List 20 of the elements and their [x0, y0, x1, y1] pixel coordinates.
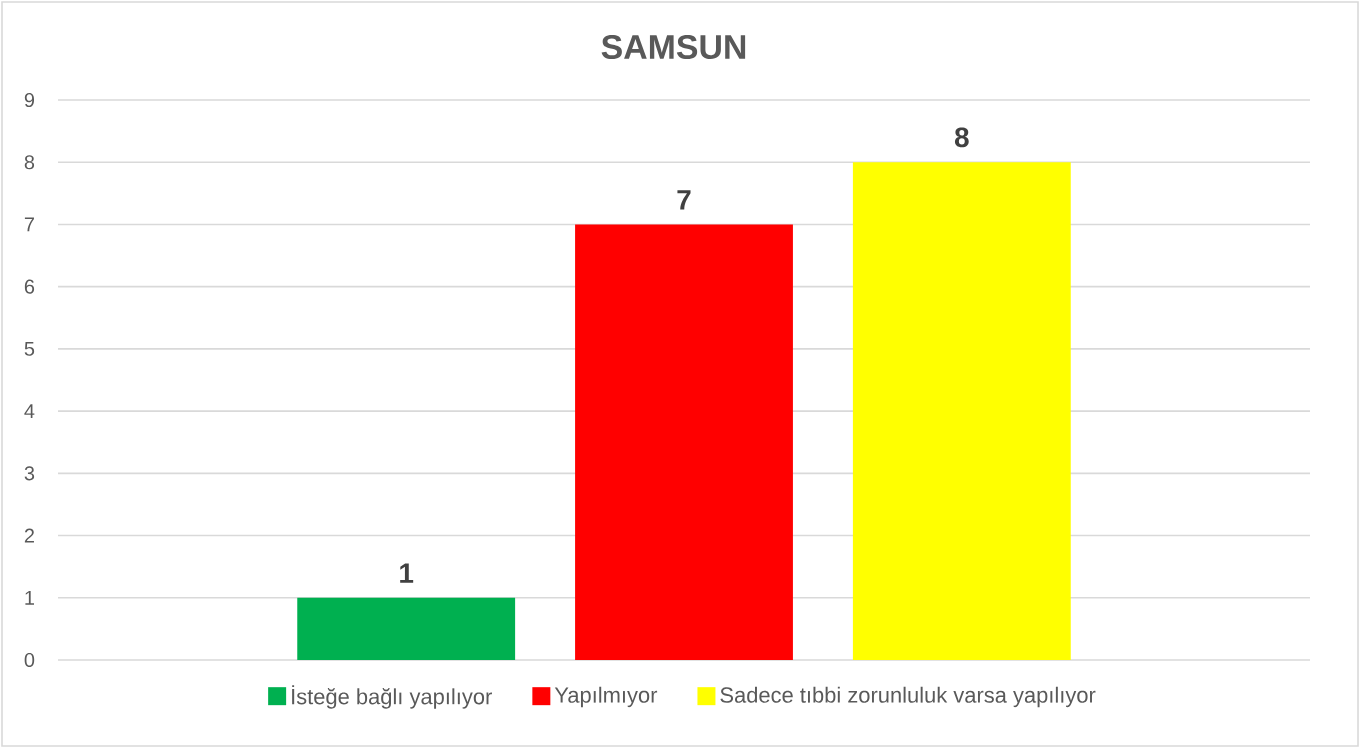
- y-tick-label: 5: [24, 341, 35, 356]
- data-label: 8: [954, 127, 969, 148]
- y-tick-label: 0: [24, 652, 35, 668]
- legend-label: Yapılmıyor: [554, 686, 658, 708]
- bar: [852, 162, 1071, 660]
- y-tick-label: 7: [24, 217, 34, 232]
- data-label: 1: [400, 563, 414, 583]
- y-tick-label: 8: [24, 155, 35, 170]
- legend-label: İsteğe bağlı yapılıyor: [292, 685, 492, 709]
- bar: [297, 597, 516, 660]
- y-tick-label: 1: [25, 590, 34, 605]
- legend-label: Sadece tıbbi zorunluluk varsa yapılıyor: [720, 686, 1096, 708]
- chart-title: SAMSUN: [601, 35, 746, 59]
- y-tick-label: 2: [24, 528, 34, 543]
- bar: [575, 224, 793, 660]
- y-tick-label: 6: [24, 279, 35, 294]
- y-tick-label: 4: [24, 404, 35, 418]
- y-tick-label: 9: [24, 92, 35, 108]
- data-label: 7: [677, 190, 691, 210]
- y-tick-label: 3: [24, 466, 35, 481]
